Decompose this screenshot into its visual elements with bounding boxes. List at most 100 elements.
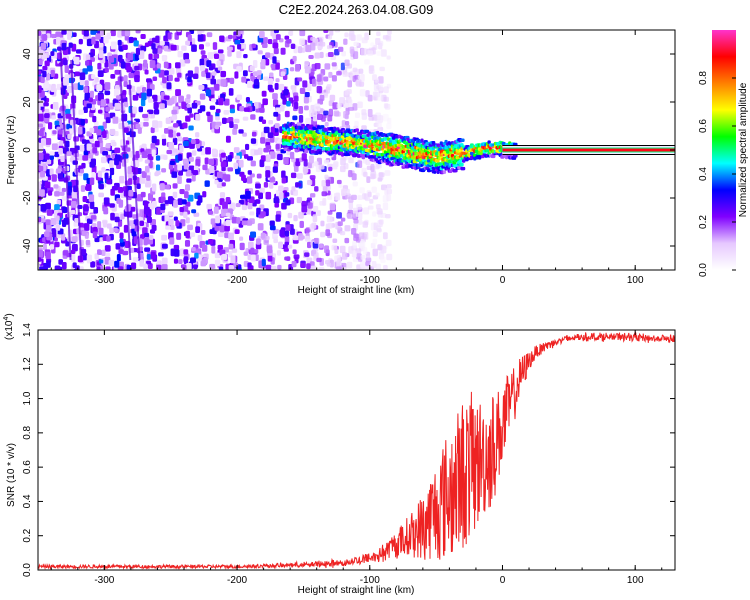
spectrogram-noise-cell — [96, 84, 103, 92]
spectrogram-streak — [128, 79, 141, 261]
spectrogram-noise-cell — [298, 211, 304, 219]
spectrogram-noise-cell — [83, 86, 89, 93]
snr-plot: -300 -200 -100 0 100 0.0 0.2 0.4 0.6 0.8 1.0 1.2 1.… — [3, 313, 676, 596]
spectrogram-noise-cell — [325, 86, 330, 94]
spectrogram-noise-cell — [269, 220, 275, 227]
spectrogram-noise-cell — [78, 154, 83, 161]
spectrogram-noise-cell — [207, 239, 214, 245]
spectrogram-noise-cell — [384, 187, 389, 196]
spectrogram-noise-cell — [331, 62, 337, 67]
spectrogram-noise-cell — [229, 202, 236, 210]
spectrogram-noise-cell — [142, 122, 149, 127]
spectrogram-noise-cell — [122, 44, 128, 50]
spectrogram-noise-cell — [335, 192, 341, 201]
spectrogram-noise-cell — [305, 117, 312, 125]
spectrogram-noise-cell — [178, 170, 184, 176]
spectrogram-noise-cell — [385, 239, 392, 247]
spectrogram-noise-cell — [170, 44, 177, 51]
spectrogram-signal-cell — [420, 138, 424, 142]
spectrogram-noise-cell — [170, 97, 175, 105]
spectrogram-noise-cell — [299, 220, 304, 229]
spectrogram-noise-cell — [233, 123, 238, 130]
spectrogram-noise-cell — [85, 54, 91, 61]
spectrogram-signal-cell — [320, 125, 325, 129]
spectrogram-noise-cell — [102, 151, 109, 156]
spectrogram-noise-cell — [115, 154, 121, 160]
spectrogram-noise-cell — [61, 187, 67, 193]
spectrogram-noise-cell — [375, 225, 381, 232]
spectrogram-noise-cell — [220, 70, 227, 78]
spectrogram-noise-cell — [85, 140, 90, 145]
spectrogram-noise-cell — [51, 229, 57, 238]
spectrogram-noise-cell — [252, 60, 258, 68]
spectrogram-noise-cell — [191, 44, 197, 52]
spectrogram-noise-cell — [177, 176, 182, 184]
spectrogram-xtick-label: 0 — [500, 275, 506, 286]
spectrogram-noise-cell — [120, 61, 126, 69]
spectrogram-noise-cell — [109, 203, 115, 208]
spectrogram-noise-cell — [375, 192, 380, 197]
spectrogram-noise-cell — [50, 217, 57, 226]
spectrogram-noise-cell — [274, 203, 280, 208]
spectrogram-noise-cell — [294, 63, 301, 72]
spectrogram-noise-cell — [382, 202, 389, 211]
spectrogram-noise-cell — [356, 204, 362, 210]
spectrogram-noise-cell — [113, 88, 120, 97]
spectrogram-noise-cell — [290, 172, 297, 179]
spectrogram-noise-cell — [209, 105, 216, 110]
spectrogram-noise-cell — [100, 99, 107, 107]
spectrogram-noise-cell — [115, 243, 121, 250]
spectrogram-noise-cell — [376, 51, 382, 56]
spectrogram-xtick-label: 100 — [627, 275, 644, 286]
spectrogram-noise-cell — [191, 209, 197, 214]
snr-ytick-label: 1.0 — [22, 391, 33, 405]
spectrogram-noise-cell — [217, 49, 224, 54]
spectrogram-noise-cell — [143, 263, 148, 270]
colorbar-label: Normalized spectral amplitude — [738, 82, 749, 217]
spectrogram-noise-cell — [192, 170, 199, 175]
spectrogram-noise-cell — [257, 223, 264, 231]
spectrogram-noise-cell — [386, 253, 393, 261]
spectrogram-noise — [38, 30, 393, 270]
spectrogram-noise-cell — [340, 62, 345, 71]
spectrogram-noise-cell — [279, 83, 285, 91]
spectrogram-noise-cell — [269, 177, 276, 183]
spectrogram-noise-cell — [323, 159, 330, 164]
spectrogram-noise-cell — [60, 155, 65, 162]
spectrogram-noise-cell — [61, 42, 67, 51]
spectrogram-noise-cell — [197, 147, 203, 152]
spectrogram-noise-cell — [139, 220, 145, 226]
spectrogram-noise-cell — [105, 117, 111, 124]
spectrogram-noise-cell — [172, 183, 178, 189]
spectrogram-noise-cell — [79, 144, 85, 152]
spectrogram-noise-cell — [184, 184, 190, 191]
spectrogram-noise-cell — [161, 234, 168, 241]
spectrogram-noise-cell — [221, 117, 227, 124]
spectrogram-noise-cell — [206, 111, 211, 117]
spectrogram-noise-cell — [333, 110, 340, 117]
spectrogram-noise-cell — [242, 116, 249, 121]
spectrogram-noise-cell — [98, 192, 104, 198]
spectrogram-noise-cell — [94, 253, 100, 260]
spectrogram-noise-cell — [221, 182, 226, 187]
spectrogram-noise-cell — [86, 254, 93, 263]
spectrogram-noise-cell — [146, 171, 151, 177]
spectrogram-noise-cell — [278, 185, 284, 192]
spectrogram-noise-cell — [90, 30, 97, 35]
spectrogram-noise-cell — [260, 137, 266, 144]
spectrogram-noise-cell — [135, 150, 140, 159]
spectrogram-noise-cell — [68, 42, 73, 48]
spectrogram-noise-cell — [234, 155, 241, 160]
spectrogram-noise-cell — [104, 60, 109, 68]
spectrogram-noise-cell — [168, 218, 174, 226]
spectrogram-noise-cell — [177, 50, 183, 58]
spectrogram-noise-cell — [93, 207, 99, 214]
spectrogram-noise-cell — [202, 164, 208, 171]
spectrogram-noise-cell — [383, 129, 388, 134]
spectrogram-noise-cell — [242, 70, 248, 77]
spectrogram-noise-cell — [308, 54, 314, 60]
spectrogram-noise-cell — [122, 250, 129, 256]
spectrogram-noise-cell — [39, 48, 45, 55]
spectrogram-noise-cell — [298, 115, 304, 123]
spectrogram-noise-cell — [219, 35, 225, 43]
